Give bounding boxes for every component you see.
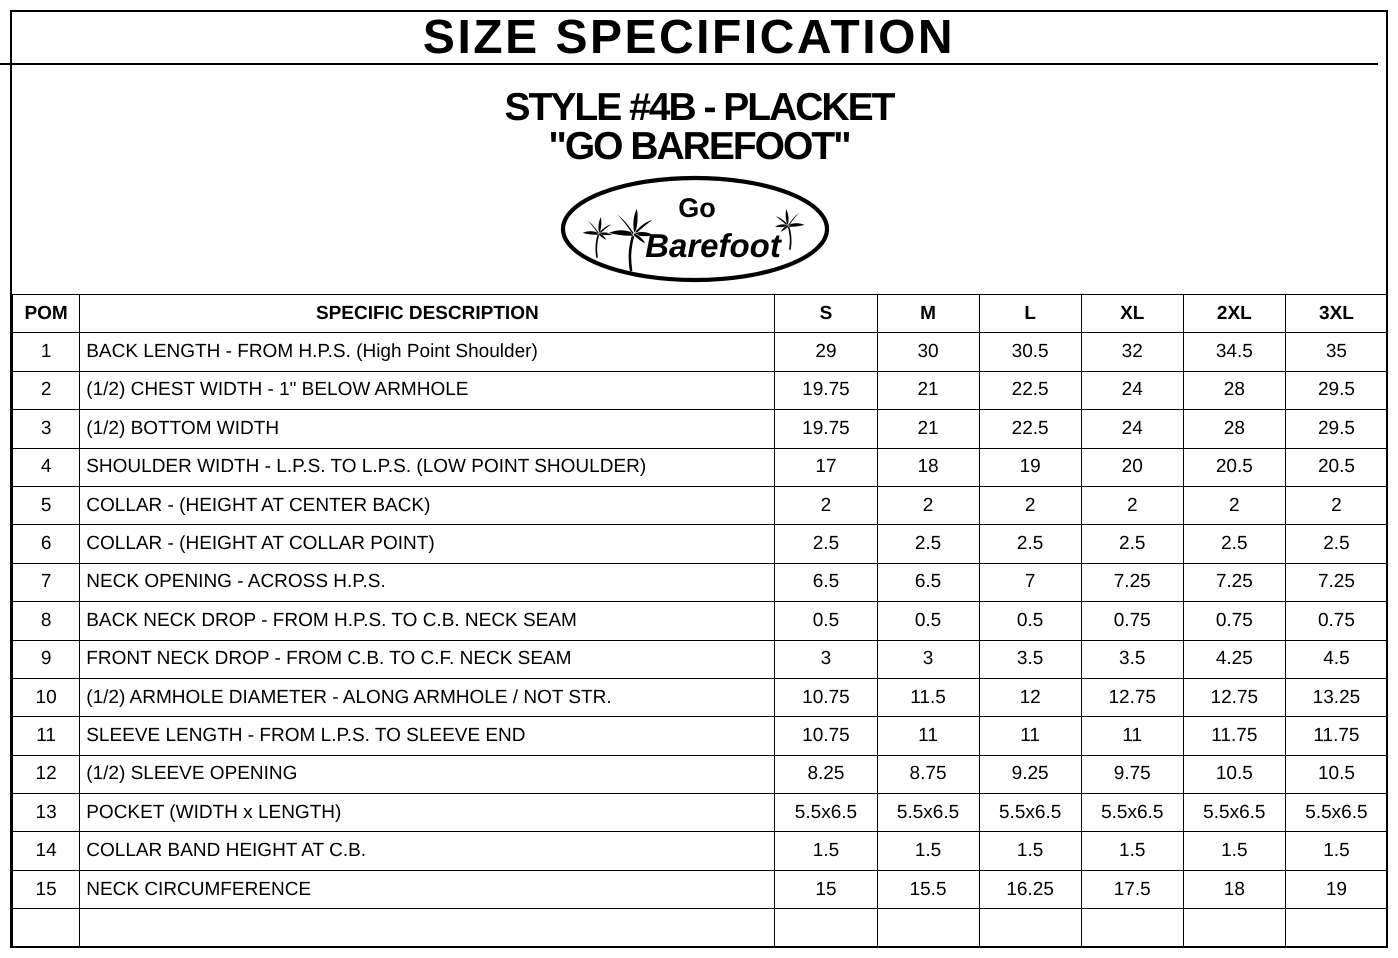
svg-text:Go: Go (678, 193, 716, 223)
svg-text:Barefoot: Barefoot (645, 227, 783, 264)
